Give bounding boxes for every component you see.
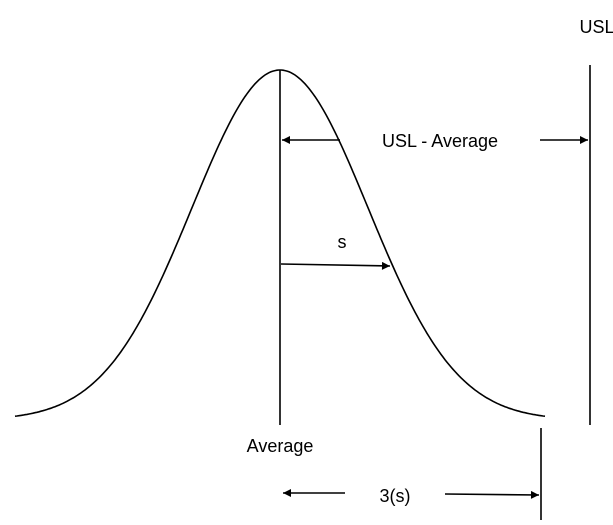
usl-label: USL [579, 17, 613, 37]
average-label: Average [247, 436, 314, 456]
arrow [280, 261, 391, 270]
usl-average-label: USL - Average [382, 131, 498, 151]
arrow [444, 490, 540, 499]
s-label: s [338, 232, 347, 252]
three-s-label: 3(s) [380, 486, 411, 506]
